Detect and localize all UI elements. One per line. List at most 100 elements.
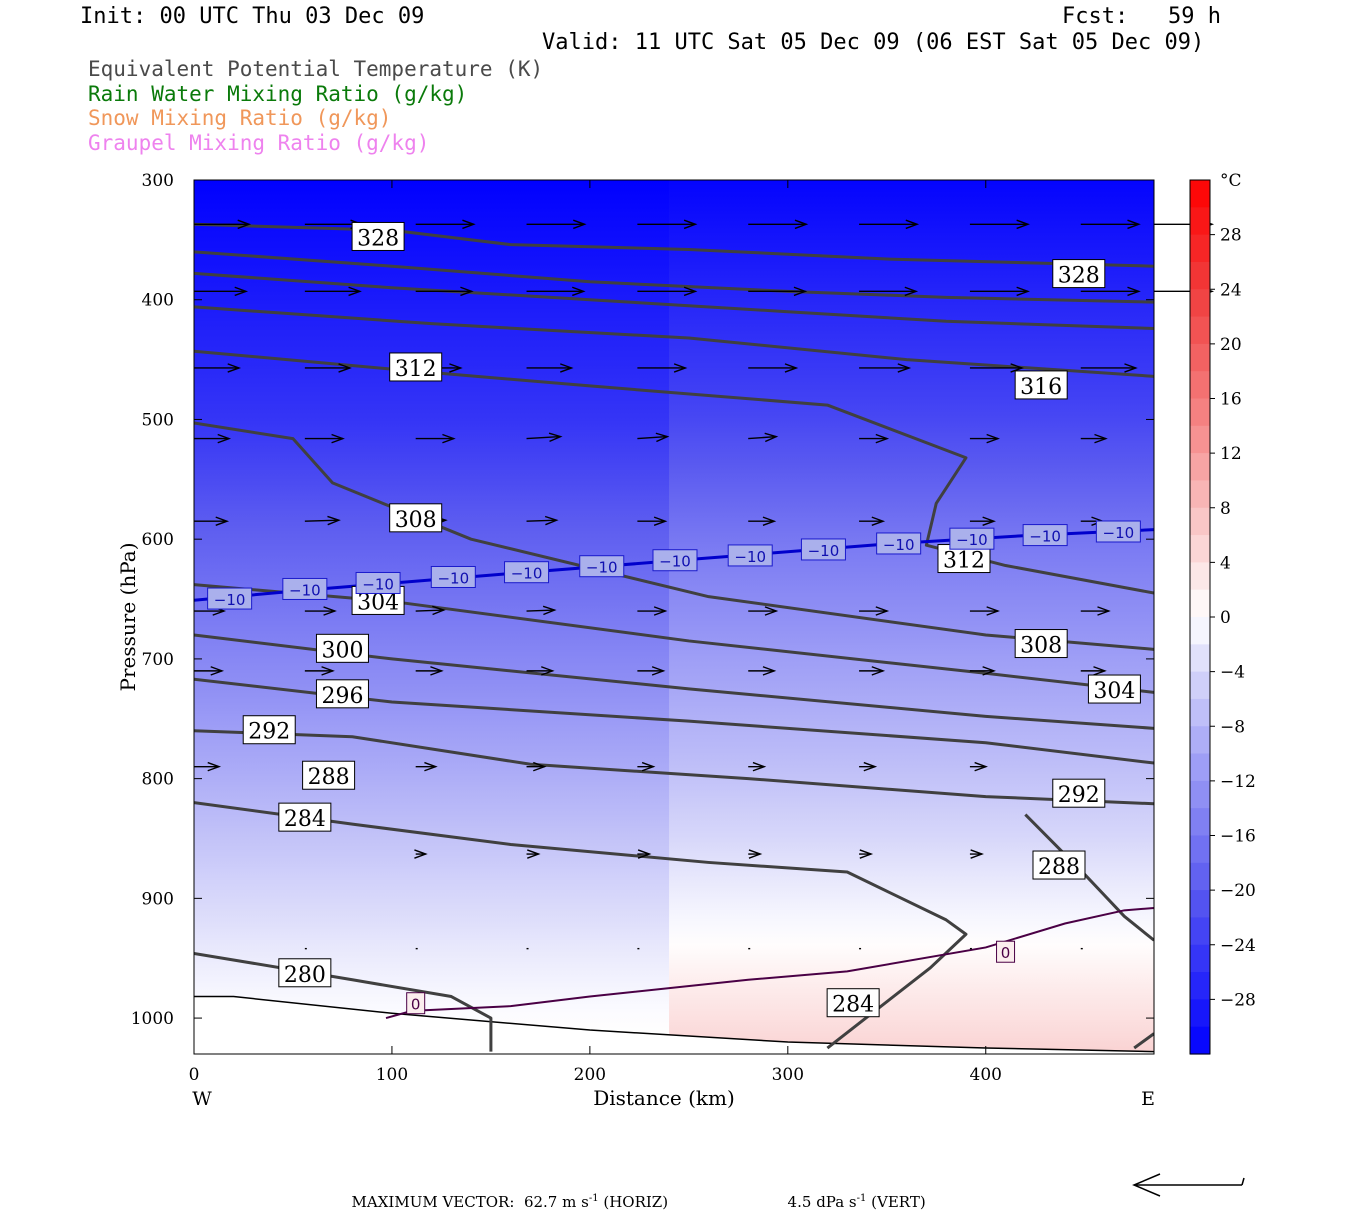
wind-vector	[969, 219, 1030, 230]
colorbar-step	[1190, 180, 1210, 208]
colorbar-tick-label: −24	[1220, 936, 1256, 956]
wind-vector	[526, 761, 547, 772]
wind-vector	[859, 433, 890, 444]
wind-vector	[969, 286, 1030, 297]
colorbar-tick-label: 20	[1220, 335, 1242, 355]
wind-vector	[637, 363, 688, 373]
wind-vector	[859, 286, 919, 297]
isotherm-label: −10	[504, 561, 550, 584]
theta-e-contour-324	[194, 250, 1154, 304]
colorbar-step	[1190, 316, 1210, 345]
wind-vector	[969, 849, 984, 859]
theta-e-label-292: 292	[1052, 778, 1106, 808]
wind-vector	[526, 666, 555, 676]
theta-e-label-308: 308	[1014, 629, 1068, 659]
colorbar-tick-label: 28	[1220, 226, 1242, 246]
init-time: Init: 00 UTC Thu 03 Dec 09	[80, 4, 425, 29]
theta-e-labels: 328 328 312 316 308 312 304 300 296 292 288 284 308 3…	[242, 221, 1141, 1018]
theta-e-label-text: 300	[321, 638, 363, 663]
theta-e-contour-288	[194, 801, 968, 1050]
colorbar: 28 24 20 16 12 8 4 0 −4 −8 −12 −16 −20 −24 −28 °C	[1189, 171, 1256, 1055]
isotherm-label-text: −10	[362, 575, 394, 593]
isotherm-label: −10	[949, 527, 995, 550]
wind-vector	[1080, 286, 1141, 297]
isotherm-label: −10	[652, 549, 698, 572]
theta-e-contour-316	[194, 305, 1154, 378]
colorbar-step	[1190, 644, 1210, 673]
wind-vector	[637, 516, 668, 526]
colorbar-step	[1190, 780, 1210, 809]
colorbar-step	[1190, 917, 1210, 946]
colorbar-step	[1190, 589, 1210, 618]
wind-vector	[748, 761, 767, 772]
isotherm-label-text: −10	[956, 531, 988, 549]
wind-vector	[969, 761, 988, 772]
theta-e-label-text: 312	[395, 357, 437, 382]
y-tick-label: 700	[142, 650, 174, 670]
y-tick-label: 400	[142, 291, 174, 311]
wind-vector	[748, 849, 763, 859]
wind-vector	[194, 286, 249, 297]
theta-e-label-text: 296	[321, 684, 363, 709]
isotherm-label-text: −10	[214, 591, 246, 609]
isotherm-label-text: −10	[1103, 524, 1135, 542]
colorbar-tick-label: 4	[1220, 553, 1231, 573]
wind-vector	[415, 761, 438, 772]
theta-e-label-text: 308	[1020, 634, 1062, 659]
colorbar-tick-label: 8	[1220, 499, 1231, 519]
theta-e-label-284: 284	[278, 802, 332, 832]
colorbar-step	[1190, 398, 1210, 427]
wind-vector	[1080, 666, 1107, 676]
colorbar-step	[1190, 999, 1210, 1028]
wind-vector	[526, 432, 563, 443]
colorbar-unit: °C	[1220, 171, 1242, 191]
wind-vector	[415, 433, 456, 444]
isotherm-label: −10	[207, 587, 253, 610]
y-tick-label: 600	[142, 530, 174, 550]
wind-vector	[414, 849, 428, 859]
wind-vector	[969, 516, 996, 526]
wind-vector	[748, 286, 808, 297]
theta-e-label-text: 288	[1038, 855, 1080, 880]
colorbar-tick-label: 16	[1220, 390, 1242, 410]
isotherm-label: −10	[727, 544, 773, 567]
colorbar-step	[1190, 617, 1210, 645]
legend-theta-e: Equivalent Potential Temperature (K)	[88, 57, 544, 81]
theta-e-label-text: 292	[248, 720, 290, 745]
isotherm-label: 0	[406, 992, 426, 1015]
temperature-band-1	[669, 180, 1154, 1054]
y-axis-title: Pressure (hPa)	[116, 543, 140, 692]
wind-vector	[304, 433, 345, 444]
isotherm-label-text: −10	[734, 548, 766, 566]
wind-vector	[194, 516, 230, 526]
temperature-band-0	[194, 180, 671, 1054]
colorbar-step	[1190, 289, 1210, 318]
wind-vector	[859, 606, 890, 616]
max-vector-label: MAXIMUM VECTOR: 62.7 m s-1 (HORIZ)	[351, 1193, 669, 1211]
colorbar-step	[1190, 480, 1210, 509]
colorbar-tick-label: −16	[1220, 827, 1256, 847]
wind-vector	[304, 515, 341, 526]
wind-vector	[637, 432, 670, 443]
isotherm-label: 0	[996, 940, 1016, 963]
colorbar-step	[1190, 972, 1210, 1000]
wind-vector	[304, 606, 337, 616]
wind-vector	[304, 363, 352, 373]
theta-e-label-312: 312	[389, 352, 443, 382]
isotherm-label: −10	[282, 577, 328, 600]
x-axis-title: Distance (km)	[593, 1086, 735, 1110]
theta-e-label-text: 312	[943, 549, 985, 574]
wind-vector	[194, 219, 252, 230]
isotherm-label-text: −10	[511, 565, 543, 583]
colorbar-tick-label: −28	[1220, 990, 1256, 1010]
x-tick-label: 0	[189, 1065, 200, 1085]
wind-vector	[637, 666, 666, 676]
x-tick-label: 300	[772, 1065, 804, 1085]
wind-vector	[637, 286, 698, 297]
colorbar-tick-label: 24	[1220, 280, 1242, 300]
wind-vector	[748, 516, 777, 526]
wind-vector	[748, 606, 779, 616]
wind-vector	[194, 666, 225, 676]
theta-e-contour-292	[194, 729, 1154, 806]
